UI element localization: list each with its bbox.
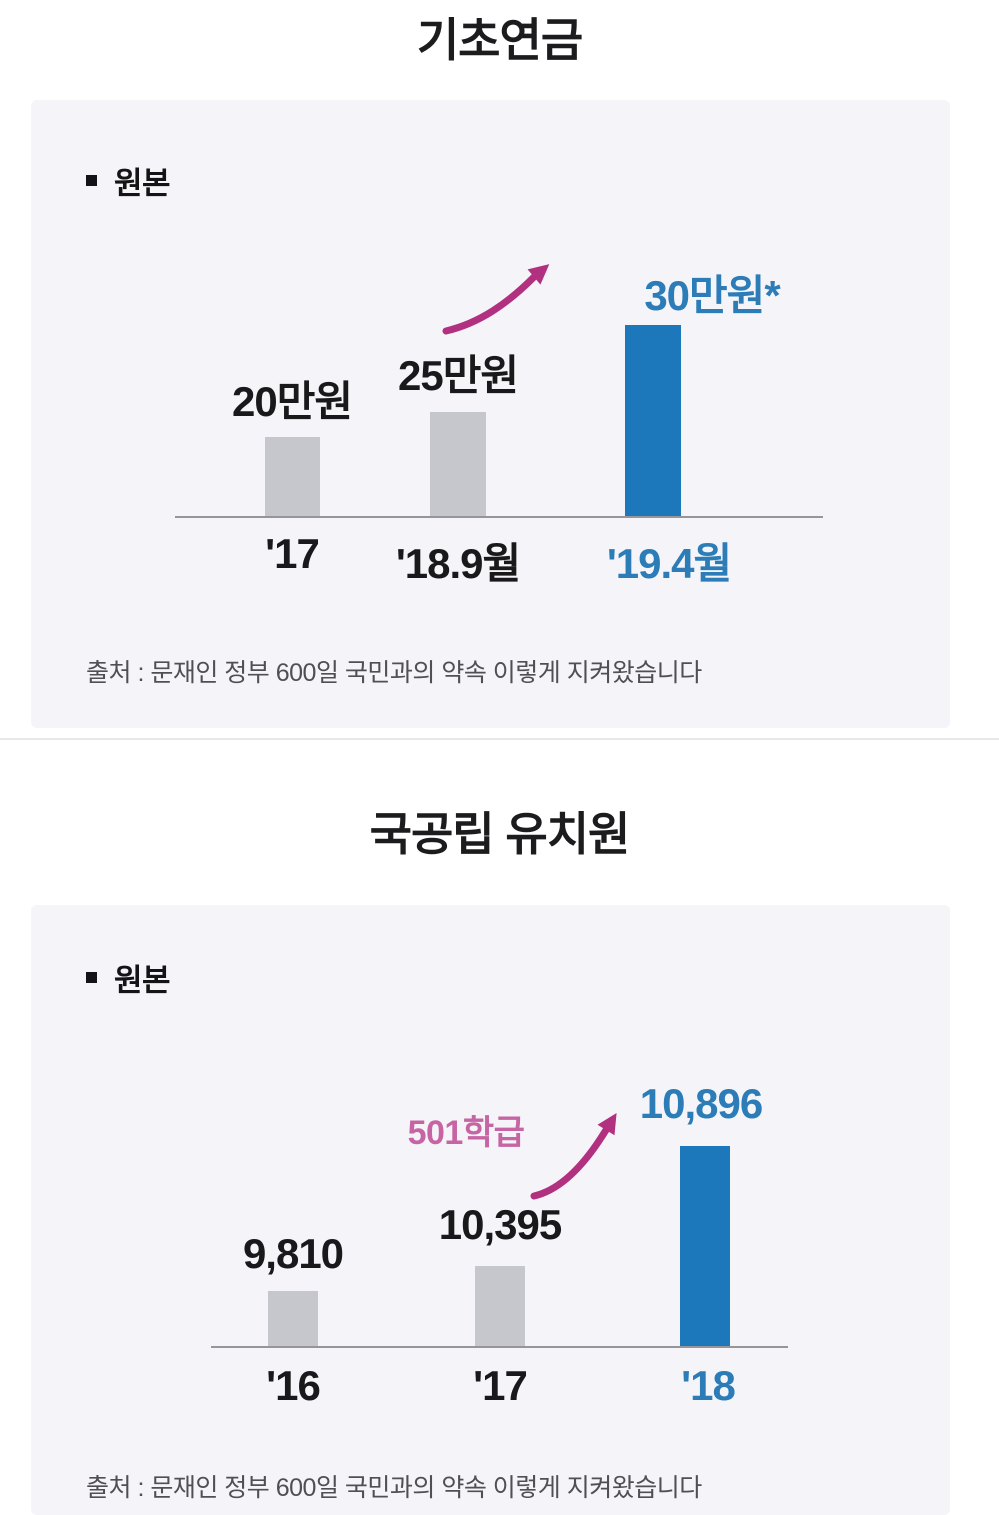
value-label-2019-04-highlight: 30만원*	[644, 272, 780, 319]
x-axis-line	[175, 516, 823, 518]
value-label-2018-09: 25만원	[398, 352, 519, 399]
legend-label: 원본	[114, 963, 171, 998]
axis-label-2019-04-highlight: '19.4월	[606, 540, 732, 587]
trend-arrow-icon	[442, 264, 550, 335]
axis-label-2017: '17	[473, 1362, 528, 1409]
section1-title: 기초연금	[416, 14, 583, 66]
bar-2017	[265, 437, 320, 516]
section2-legend: 원본	[86, 955, 171, 1000]
section2-title: 국공립 유치원	[369, 808, 631, 860]
bullet-icon	[86, 972, 97, 983]
bar-2018-09	[430, 412, 486, 516]
trend-arrow-icon	[530, 1113, 617, 1200]
value-label-2017: 20만원	[232, 378, 353, 425]
axis-label-2018-09: '18.9월	[395, 540, 521, 587]
bullet-icon	[86, 175, 97, 186]
value-label-2018-highlight: 10,896	[639, 1080, 763, 1127]
section1-panel: 원본 20만원 25만원 30만원* '17 '18.9월 '19.4월 출처 …	[31, 100, 950, 728]
bar-2018-highlight	[680, 1146, 730, 1346]
axis-label-2018-highlight: '18	[681, 1362, 736, 1409]
source-caption: 출처 : 문재인 정부 600일 국민과의 약속 이렇게 지켜왔습니다	[86, 1474, 702, 1502]
axis-label-2016: '16	[266, 1362, 321, 1409]
value-label-2017: 10,395	[438, 1201, 562, 1248]
legend-label: 원본	[114, 166, 171, 201]
source-caption: 출처 : 문재인 정부 600일 국민과의 약속 이렇게 지켜왔습니다	[86, 659, 702, 687]
value-label-2016: 9,810	[242, 1230, 344, 1277]
bar-2019-04-highlight	[625, 325, 681, 516]
section2-panel: 원본 501학급 9,810 10,395 10,896 '16 '17 '18…	[31, 905, 950, 1515]
annotation-501-classes: 501학급	[407, 1114, 525, 1152]
section-divider	[0, 738, 999, 740]
bar-2017	[475, 1266, 525, 1346]
section1-legend: 원본	[86, 158, 171, 203]
x-axis-line	[211, 1346, 788, 1348]
bar-2016	[268, 1291, 318, 1346]
axis-label-2017: '17	[265, 530, 320, 577]
